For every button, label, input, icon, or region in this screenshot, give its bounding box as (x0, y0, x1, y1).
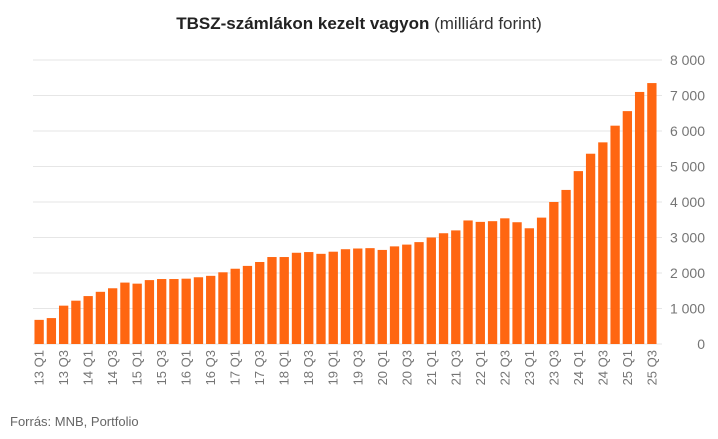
x-tick-label: 13 Q3 (56, 350, 71, 385)
y-tick-label: 6 000 (670, 123, 705, 139)
x-tick-label: 25 Q1 (620, 350, 635, 385)
source-note: Forrás: MNB, Portfolio (10, 414, 139, 429)
bar (34, 319, 44, 344)
bar (157, 279, 167, 344)
bar (291, 252, 302, 344)
bar (169, 279, 179, 344)
bar (206, 275, 216, 344)
bar (120, 282, 130, 344)
bar (353, 248, 363, 344)
x-tick-label: 22 Q1 (473, 350, 488, 385)
bar (255, 261, 265, 344)
bar (402, 244, 412, 344)
bar (634, 91, 645, 344)
bar (389, 246, 400, 344)
bar (561, 189, 571, 344)
bar (377, 249, 387, 344)
bar (340, 249, 351, 344)
x-tick-label: 20 Q3 (399, 350, 414, 385)
bar (512, 222, 522, 344)
bar (58, 305, 69, 344)
bar (132, 283, 142, 344)
y-tick-label: 4 000 (670, 194, 705, 210)
x-tick-label: 17 Q3 (252, 350, 267, 385)
bar (475, 221, 485, 344)
x-tick-label: 14 Q1 (81, 350, 96, 385)
bar (549, 202, 559, 344)
x-tick-label: 23 Q1 (522, 350, 537, 385)
bar (500, 218, 510, 344)
bar (622, 111, 633, 345)
bar (426, 237, 436, 344)
bar (267, 257, 277, 344)
x-tick-label: 16 Q3 (203, 350, 218, 385)
y-tick-label: 1 000 (670, 301, 705, 317)
bar (585, 153, 596, 344)
bar (193, 277, 204, 344)
bar (438, 233, 449, 344)
x-tick-label: 24 Q1 (571, 350, 586, 385)
x-tick-label: 14 Q3 (105, 350, 120, 385)
y-tick-label: 7 000 (670, 88, 705, 104)
bar (598, 142, 608, 344)
chart-title-main: TBSZ-számlákon kezelt vagyon (176, 14, 430, 33)
y-tick-label: 0 (697, 336, 705, 352)
x-tick-label: 18 Q1 (277, 350, 292, 385)
x-tick-label: 15 Q1 (130, 350, 145, 385)
bar (83, 296, 93, 344)
bar (487, 221, 498, 344)
bar (46, 318, 57, 344)
x-tick-label: 18 Q3 (301, 350, 316, 385)
bar (71, 300, 81, 344)
x-tick-label: 19 Q1 (326, 350, 341, 385)
x-tick-label: 23 Q3 (546, 350, 561, 385)
x-tick-label: 25 Q3 (644, 350, 659, 385)
x-tick-label: 15 Q3 (154, 350, 169, 385)
x-tick-label: 24 Q3 (595, 350, 610, 385)
x-tick-label: 19 Q3 (350, 350, 365, 385)
bar (365, 248, 375, 344)
bar (304, 252, 314, 344)
bar (279, 257, 289, 344)
bar (414, 242, 424, 344)
chart-title: TBSZ-számlákon kezelt vagyon (milliárd f… (0, 14, 718, 34)
bar (451, 230, 461, 344)
bar (328, 251, 338, 344)
y-tick-label: 5 000 (670, 159, 705, 175)
bar (218, 272, 228, 344)
x-tick-label: 21 Q1 (424, 350, 439, 385)
x-tick-label: 22 Q3 (497, 350, 512, 385)
bar (108, 288, 118, 344)
x-tick-label: 13 Q1 (32, 350, 47, 385)
x-tick-label: 16 Q1 (179, 350, 194, 385)
bar (524, 228, 534, 344)
bar (463, 220, 473, 344)
bar (242, 265, 253, 344)
bar (181, 278, 191, 344)
bar (316, 253, 326, 344)
bar (610, 125, 620, 344)
y-tick-label: 3 000 (670, 230, 705, 246)
y-tick-label: 8 000 (670, 52, 705, 68)
x-tick-label: 21 Q3 (448, 350, 463, 385)
x-tick-label: 20 Q1 (375, 350, 390, 385)
bar (230, 268, 240, 344)
x-tick-label: 17 Q1 (228, 350, 243, 385)
bar (95, 291, 106, 344)
bar (573, 171, 583, 344)
bar (144, 280, 155, 344)
bar (647, 83, 657, 344)
bar (536, 217, 547, 344)
chart-title-unit: (milliárd forint) (434, 14, 542, 33)
y-tick-label: 2 000 (670, 265, 705, 281)
